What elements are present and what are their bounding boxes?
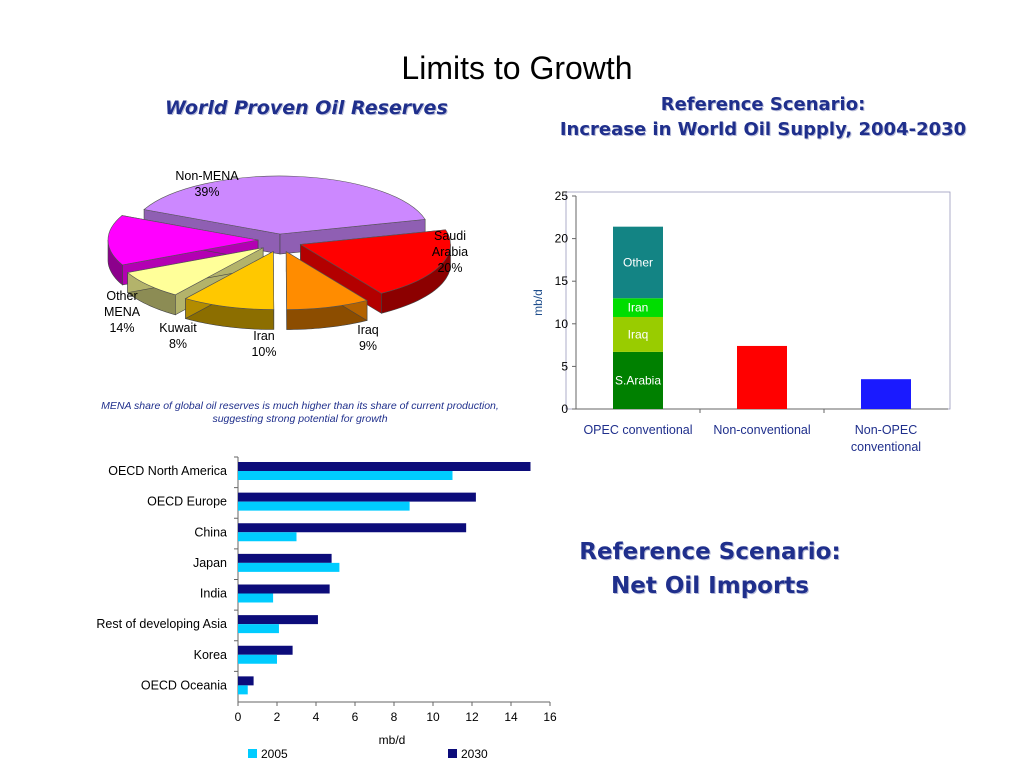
imports-category-label: China xyxy=(194,525,227,539)
pie-slice-saudi-arabia xyxy=(299,229,451,314)
imports-chart-title-line-2: Net Oil Imports xyxy=(611,573,809,599)
imports-bar-2005-korea xyxy=(238,654,277,664)
imports-bar-2030-korea xyxy=(238,645,293,655)
imports-category-label: OECD Oceania xyxy=(141,678,227,692)
supply-bar-other xyxy=(613,226,663,299)
supply-segment-label-iraq: Iraq xyxy=(628,327,649,341)
imports-xtick-label: 8 xyxy=(391,710,398,724)
supply-ytick-label: 20 xyxy=(555,232,569,246)
imports-bar-2030-rest-of-developing-asia xyxy=(238,615,318,625)
imports-legend-label-2030: 2030 xyxy=(461,747,488,761)
supply-category-line-1: Non-OPEC xyxy=(855,423,918,437)
supply-category-label: Non-OPEC conventional xyxy=(851,423,921,454)
imports-xtick-label: 16 xyxy=(543,710,557,724)
imports-category-label: OECD Europe xyxy=(147,495,227,509)
imports-bar-2005-oecd-europe xyxy=(238,501,410,511)
pie-label-kuwait-label: 8% xyxy=(169,337,187,351)
supply-segment-label-s-arabia: S.Arabia xyxy=(615,373,661,387)
pie-caption: MENA share of global oil reserves is muc… xyxy=(85,400,515,426)
imports-legend-swatch-2005 xyxy=(248,749,257,758)
imports-xtick-label: 6 xyxy=(352,710,359,724)
pie-label-iran-label: 10% xyxy=(251,345,276,359)
imports-bar-2005-oecd-north-america xyxy=(238,471,453,480)
supply-ytick-label: 25 xyxy=(555,189,569,203)
pie-label-non-mena: Non-MENA 39% xyxy=(175,169,239,199)
supply-bar-segment xyxy=(861,379,911,409)
imports-bar-2030-india xyxy=(238,584,330,594)
pie-chart-title: World Proven Oil Reserves xyxy=(165,97,448,119)
supply-segment-label-iran: Iran xyxy=(628,301,649,315)
imports-bar-2030-china xyxy=(238,523,467,533)
imports-bar-2030-oecd-europe xyxy=(238,492,476,502)
imports-xtick-label: 0 xyxy=(235,710,242,724)
imports-chart-title-line-1: Reference Scenario: xyxy=(579,539,841,565)
pie-label-other-mena-label-line1: Other xyxy=(106,289,137,303)
supply-ytick-label: 0 xyxy=(561,402,568,416)
pie-label-other-mena: Other MENA 14% xyxy=(104,289,141,335)
pie-chart: Non-MENA 39% Saudi Arabia 20% Iraq 9% Iran 10% Ku… xyxy=(104,169,468,359)
supply-bar-segment xyxy=(737,345,787,409)
supply-category-line-2: conventional xyxy=(851,440,921,454)
imports-chart-title: Reference Scenario: Net Oil Imports xyxy=(560,535,860,603)
pie-label-iraq-label: 9% xyxy=(359,339,377,353)
pie-label-kuwait-name: Kuwait xyxy=(159,321,197,335)
slide-title: Limits to Growth xyxy=(401,50,633,86)
supply-bar-s-arabia xyxy=(613,351,663,409)
imports-bar-2005-rest-of-developing-asia xyxy=(238,624,279,634)
pie-label-other-mena-label: 14% xyxy=(109,321,134,335)
supply-segment-label-other: Other xyxy=(623,255,653,269)
imports-xtick-label: 14 xyxy=(504,710,518,724)
supply-chart-title-line-2: Increase in World Oil Supply, 2004-2030 xyxy=(559,119,967,140)
imports-bar-2030-oecd-oceania xyxy=(238,676,254,686)
imports-category-label: Rest of developing Asia xyxy=(96,617,227,631)
pie-label-saudi-arabia-label: 20% xyxy=(437,261,462,275)
supply-ytick-label: 15 xyxy=(555,274,569,288)
imports-bar-2005-oecd-oceania xyxy=(238,685,248,695)
imports-category-label: Japan xyxy=(193,556,227,570)
pie-slice-iran xyxy=(184,251,275,330)
imports-category-label: OECD North America xyxy=(108,464,227,478)
supply-bar-iraq xyxy=(613,316,663,352)
supply-ylabel: mb/d xyxy=(531,289,545,316)
imports-category-label: Korea xyxy=(194,648,227,662)
imports-xtick-label: 12 xyxy=(465,710,479,724)
pie-caption-line-1: MENA share of global oil reserves is muc… xyxy=(101,400,499,412)
supply-category-line-1: OPEC conventional xyxy=(583,423,692,437)
imports-xtick-label: 10 xyxy=(426,710,440,724)
supply-category-label: OPEC conventional xyxy=(583,423,692,437)
pie-label-non-mena-label: 39% xyxy=(194,185,219,199)
supply-chart-title-line-1: Reference Scenario: xyxy=(660,94,866,115)
imports-legend-label-2005: 2005 xyxy=(261,747,288,761)
imports-bar-2005-japan xyxy=(238,562,340,572)
pie-label-saudi-arabia-label-line2: Arabia xyxy=(432,245,468,259)
imports-xlabel: mb/d xyxy=(379,733,406,747)
pie-label-iraq-name: Iraq xyxy=(357,323,379,337)
imports-bar-2005-china xyxy=(238,532,297,542)
supply-ytick-label: 10 xyxy=(555,317,569,331)
pie-slice-iraq xyxy=(285,251,368,330)
imports-category-label: India xyxy=(200,587,227,601)
imports-xtick-label: 2 xyxy=(274,710,281,724)
imports-bar-2030-japan xyxy=(238,553,332,563)
pie-label-other-mena-label-line2: MENA xyxy=(104,305,141,319)
supply-chart-title: Reference Scenario: Increase in World Oi… xyxy=(540,92,986,142)
imports-bar-2005-india xyxy=(238,593,274,603)
supply-ytick-label: 5 xyxy=(561,359,568,373)
imports-legend-swatch-2030 xyxy=(448,749,457,758)
supply-chart: 0 5 10 15 20 25 mb/d S.Arabia Iraq Iran Other OPEC … xyxy=(531,189,951,454)
pie-label-non-mena-name: Non-MENA xyxy=(175,169,239,183)
pie-caption-line-2: suggesting strong potential for growth xyxy=(212,413,388,425)
pie-label-iraq: Iraq 9% xyxy=(357,323,379,353)
pie-label-iran: Iran 10% xyxy=(251,329,276,359)
imports-xtick-label: 4 xyxy=(313,710,320,724)
pie-label-kuwait: Kuwait 8% xyxy=(159,321,197,351)
supply-category-line-1: Non-conventional xyxy=(713,423,810,437)
supply-bar-iran xyxy=(613,298,663,317)
imports-bar-2030-oecd-north-america xyxy=(238,462,531,471)
pie-label-saudi-arabia-label-line1: Saudi xyxy=(434,229,466,243)
pie-label-saudi-arabia: Saudi Arabia 20% xyxy=(432,229,468,275)
imports-chart: OECD North America OECD Europe China Japan I… xyxy=(96,456,557,761)
pie-label-iran-name: Iran xyxy=(253,329,275,343)
supply-category-label: Non-conventional xyxy=(713,423,810,437)
